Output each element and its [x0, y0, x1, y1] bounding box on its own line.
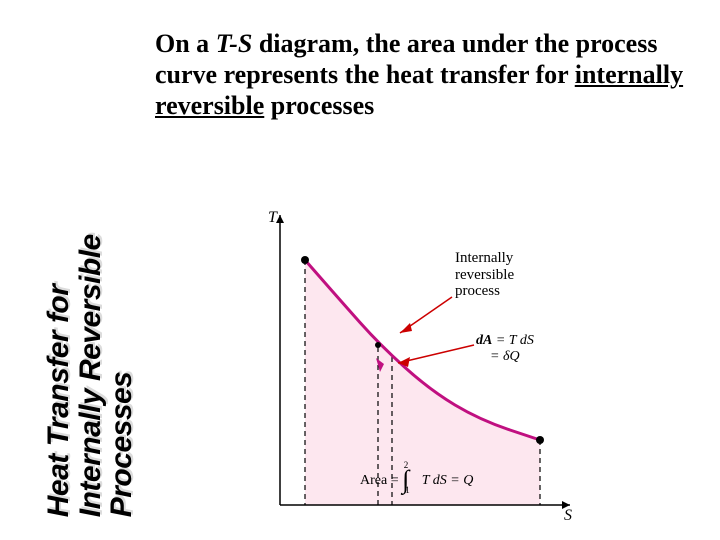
y-axis-label: T	[268, 209, 277, 227]
dA-eq2: = δQ	[490, 349, 520, 364]
process-label-l3: process	[455, 283, 500, 299]
dA-equation: dA = T dS = δQ	[476, 333, 534, 365]
process-label-l2: reversible	[455, 267, 514, 283]
process-label: Internally reversible process	[455, 250, 514, 300]
process-label-l1: Internally	[455, 250, 513, 266]
body-text-pre: On a	[155, 29, 216, 58]
area-text: Area =	[360, 473, 399, 488]
title-line-2: Internally Reversible	[73, 234, 106, 517]
title-line-3: Processes	[105, 372, 138, 518]
body-paragraph: On a T-S diagram, the area under the pro…	[155, 28, 705, 122]
x-axis-label: S	[564, 507, 572, 525]
int-body: T dS = Q	[422, 473, 474, 488]
area-equation: Area = ∫12 T dS = Q	[360, 461, 473, 491]
dA-label: dA	[476, 333, 492, 348]
int-lower: 1	[405, 485, 410, 495]
body-text-post: processes	[264, 91, 374, 120]
title-line-1: Heat Transfer for	[42, 285, 75, 518]
int-upper: 2	[404, 460, 409, 470]
ts-diagram: T S Internally reversible process dA = T…	[230, 205, 600, 530]
slide-title: Heat Transfer for Internally Reversible …	[43, 97, 138, 517]
dA-eq1: = T dS	[492, 333, 533, 348]
body-text-ts: T-S	[216, 29, 253, 58]
